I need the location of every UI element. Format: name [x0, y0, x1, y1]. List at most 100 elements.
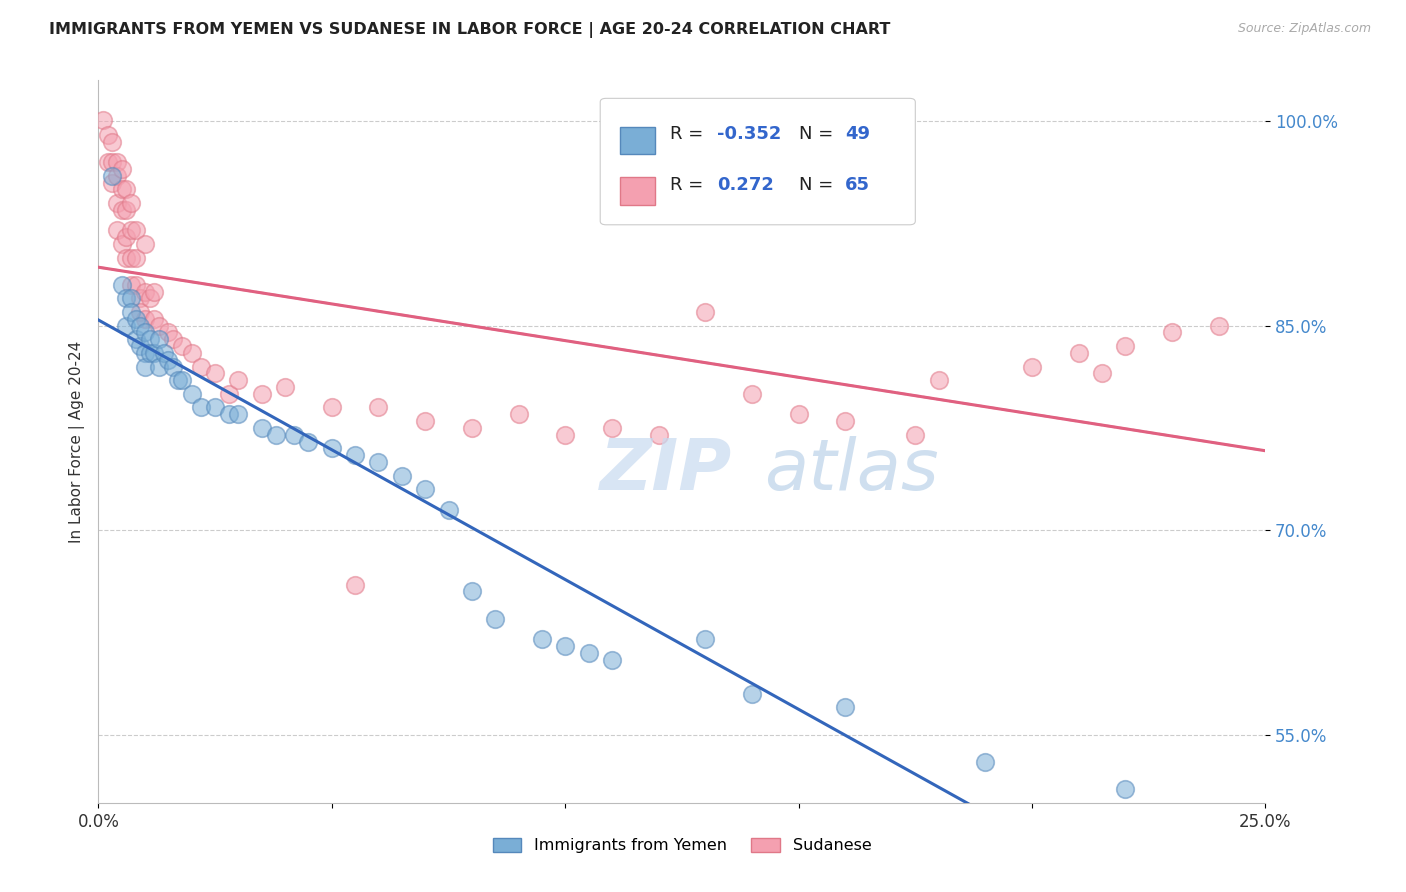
Point — [974, 755, 997, 769]
Point — [190, 401, 212, 415]
FancyBboxPatch shape — [620, 178, 655, 205]
Point — [228, 407, 250, 421]
Point — [120, 251, 142, 265]
Point — [111, 182, 134, 196]
Point — [180, 387, 202, 401]
Point — [274, 380, 297, 394]
Text: R =: R = — [671, 126, 709, 144]
Point — [413, 482, 436, 496]
Text: 0.272: 0.272 — [717, 176, 773, 194]
Point — [105, 155, 128, 169]
FancyBboxPatch shape — [620, 127, 655, 154]
Point — [695, 305, 717, 319]
Point — [143, 346, 166, 360]
Text: N =: N = — [799, 176, 838, 194]
Point — [125, 332, 148, 346]
Text: -0.352: -0.352 — [717, 126, 782, 144]
Point — [297, 434, 319, 449]
Point — [120, 223, 142, 237]
Point — [134, 346, 156, 360]
Point — [413, 414, 436, 428]
Point — [139, 346, 162, 360]
Point — [91, 112, 114, 127]
Point — [530, 632, 553, 647]
Point — [134, 311, 156, 326]
Point — [741, 387, 763, 401]
Text: R =: R = — [671, 176, 716, 194]
Point — [904, 427, 927, 442]
Point — [139, 332, 162, 346]
Point — [148, 359, 170, 374]
Point — [834, 414, 856, 428]
Point — [204, 401, 226, 415]
Point — [787, 407, 810, 421]
Point — [111, 161, 134, 176]
Text: Source: ZipAtlas.com: Source: ZipAtlas.com — [1237, 22, 1371, 36]
Point — [115, 318, 138, 333]
Point — [105, 196, 128, 211]
Point — [143, 311, 166, 326]
Point — [600, 653, 623, 667]
Point — [172, 339, 194, 353]
Text: IMMIGRANTS FROM YEMEN VS SUDANESE IN LABOR FORCE | AGE 20-24 CORRELATION CHART: IMMIGRANTS FROM YEMEN VS SUDANESE IN LAB… — [49, 22, 890, 38]
Point — [162, 332, 184, 346]
Point — [391, 468, 413, 483]
Point — [162, 359, 184, 374]
Point — [129, 318, 152, 333]
Legend: Immigrants from Yemen, Sudanese: Immigrants from Yemen, Sudanese — [486, 831, 877, 860]
Point — [180, 346, 202, 360]
Text: N =: N = — [799, 126, 838, 144]
Point — [344, 577, 367, 591]
Point — [101, 135, 124, 149]
Point — [148, 318, 170, 333]
Point — [115, 202, 138, 217]
Point — [125, 277, 148, 292]
Point — [218, 387, 240, 401]
Point — [321, 401, 343, 415]
Point — [120, 196, 142, 211]
Point — [461, 584, 484, 599]
Point — [115, 292, 138, 306]
Point — [344, 448, 367, 462]
Text: 65: 65 — [845, 176, 870, 194]
Point — [218, 407, 240, 421]
Point — [111, 277, 134, 292]
Point — [111, 236, 134, 251]
Point — [129, 305, 152, 319]
Point — [134, 326, 156, 340]
Point — [367, 401, 389, 415]
Point — [115, 182, 138, 196]
Point — [105, 223, 128, 237]
Point — [125, 311, 148, 326]
Point — [120, 305, 142, 319]
Point — [152, 346, 174, 360]
Point — [600, 421, 623, 435]
Point — [134, 285, 156, 299]
Point — [139, 292, 162, 306]
Point — [125, 223, 148, 237]
Point — [250, 421, 273, 435]
Point — [105, 169, 128, 183]
Point — [129, 339, 152, 353]
Point — [508, 407, 530, 421]
Point — [367, 455, 389, 469]
Point — [647, 427, 669, 442]
Point — [157, 352, 180, 367]
Point — [1208, 318, 1230, 333]
Point — [97, 128, 120, 142]
Point — [101, 176, 124, 190]
Point — [129, 292, 152, 306]
Point — [120, 277, 142, 292]
Point — [157, 326, 180, 340]
Point — [101, 155, 124, 169]
Point — [1114, 339, 1136, 353]
Point — [264, 427, 287, 442]
Point — [1067, 346, 1090, 360]
Point — [166, 373, 188, 387]
Point — [115, 251, 138, 265]
Point — [1114, 782, 1136, 797]
Y-axis label: In Labor Force | Age 20-24: In Labor Force | Age 20-24 — [69, 341, 84, 542]
Point — [321, 442, 343, 456]
Point — [120, 292, 142, 306]
Point — [834, 700, 856, 714]
